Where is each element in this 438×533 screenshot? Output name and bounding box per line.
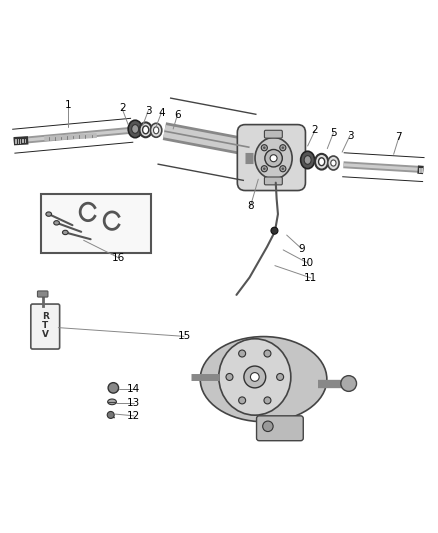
Text: 5: 5 <box>330 128 337 138</box>
Ellipse shape <box>331 160 336 166</box>
Text: 13: 13 <box>127 398 141 408</box>
Text: 8: 8 <box>247 201 254 211</box>
Text: 10: 10 <box>301 258 314 268</box>
Circle shape <box>282 147 284 149</box>
Circle shape <box>277 374 284 381</box>
Ellipse shape <box>140 123 152 138</box>
Text: 12: 12 <box>127 411 141 421</box>
Text: 3: 3 <box>346 131 353 141</box>
Text: 9: 9 <box>299 244 305 254</box>
Circle shape <box>271 227 278 234</box>
Text: 6: 6 <box>174 110 181 119</box>
FancyBboxPatch shape <box>31 304 60 349</box>
Bar <box>41 195 151 253</box>
FancyBboxPatch shape <box>237 125 305 190</box>
Circle shape <box>261 166 267 172</box>
Ellipse shape <box>328 156 339 170</box>
Circle shape <box>263 167 265 170</box>
Ellipse shape <box>200 336 327 422</box>
Circle shape <box>264 350 271 357</box>
Text: R: R <box>42 312 49 321</box>
Circle shape <box>280 144 286 151</box>
Circle shape <box>251 373 259 381</box>
Text: 7: 7 <box>396 132 402 142</box>
Ellipse shape <box>46 212 52 216</box>
Ellipse shape <box>128 120 142 138</box>
Ellipse shape <box>304 156 311 164</box>
Circle shape <box>270 155 277 161</box>
Ellipse shape <box>315 154 328 169</box>
Circle shape <box>280 166 286 172</box>
Circle shape <box>239 350 246 357</box>
FancyBboxPatch shape <box>265 130 283 138</box>
Text: 14: 14 <box>127 384 141 394</box>
Text: 11: 11 <box>304 273 317 283</box>
Circle shape <box>239 397 246 404</box>
Text: 15: 15 <box>177 332 191 341</box>
Ellipse shape <box>150 123 162 138</box>
Ellipse shape <box>108 399 117 405</box>
Circle shape <box>341 376 357 391</box>
Ellipse shape <box>143 126 149 134</box>
Text: 4: 4 <box>158 108 165 118</box>
Ellipse shape <box>318 158 325 166</box>
Circle shape <box>265 149 283 167</box>
Ellipse shape <box>54 221 60 225</box>
Circle shape <box>282 167 284 170</box>
Circle shape <box>244 366 266 388</box>
Circle shape <box>226 374 233 381</box>
Text: 2: 2 <box>119 103 125 114</box>
Ellipse shape <box>153 127 159 134</box>
FancyBboxPatch shape <box>265 177 283 185</box>
Ellipse shape <box>219 339 291 415</box>
Circle shape <box>263 421 273 432</box>
FancyBboxPatch shape <box>257 416 303 441</box>
Ellipse shape <box>255 138 292 179</box>
Text: 2: 2 <box>312 125 318 135</box>
Circle shape <box>261 144 267 151</box>
Text: 3: 3 <box>145 106 152 116</box>
Ellipse shape <box>63 230 68 235</box>
Text: 16: 16 <box>112 253 125 263</box>
Circle shape <box>108 383 119 393</box>
Text: T: T <box>42 321 48 330</box>
Ellipse shape <box>300 151 314 169</box>
Text: V: V <box>42 330 49 339</box>
Circle shape <box>264 397 271 404</box>
Ellipse shape <box>132 125 139 133</box>
FancyBboxPatch shape <box>38 291 48 297</box>
Circle shape <box>263 147 265 149</box>
Text: 1: 1 <box>65 100 72 110</box>
Circle shape <box>107 411 114 418</box>
